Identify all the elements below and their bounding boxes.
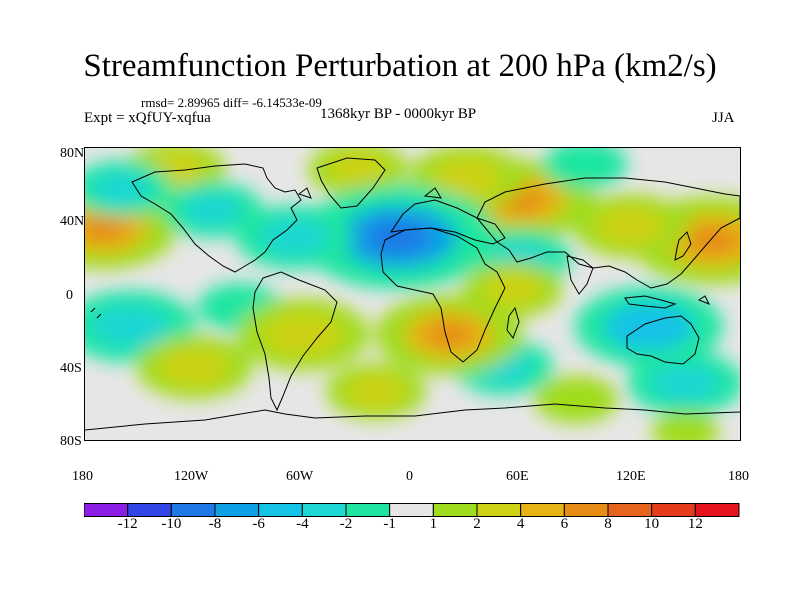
colorbar-label-5: -2 — [339, 516, 353, 532]
colorbar-box-5 — [301, 503, 347, 517]
colorbar-box-9 — [476, 503, 522, 517]
x-tick-120e: 120E — [616, 469, 646, 484]
colorbar-label-6: -1 — [383, 516, 396, 532]
colorbar-label-10: 6 — [560, 516, 569, 532]
anomaly-inner-8 — [259, 218, 330, 257]
anomaly-inner-2 — [596, 206, 666, 246]
anomaly-inner-10 — [182, 192, 243, 227]
colorbar-box-8 — [432, 503, 478, 517]
colorbar-box-3 — [214, 503, 260, 517]
colorbar — [84, 503, 740, 517]
colorbar-label-8: 2 — [473, 516, 481, 532]
colorbar-box-2 — [170, 503, 216, 517]
colorbar-box-7 — [389, 503, 434, 517]
y-tick-40n: 40N — [60, 214, 85, 229]
coastline-greenland — [316, 157, 386, 209]
chart-title: Streamfunction Perturbation at 200 hPa (… — [83, 48, 717, 84]
colorbar-label-12: 10 — [644, 516, 660, 532]
experiment-label: Expt = xQfUY-xqfua — [84, 110, 211, 126]
colorbar-label-0: -12 — [117, 516, 138, 532]
anomaly-inner-22 — [346, 374, 407, 409]
period-label: 1368kyr BP - 0000kyr BP — [320, 106, 477, 122]
x-tick-60w: 60W — [286, 469, 314, 484]
colorbar-box-0 — [84, 503, 129, 517]
anomaly-core-19 — [425, 321, 473, 348]
coastlines — [85, 157, 740, 431]
anomaly-core-1 — [686, 226, 739, 255]
coastline-south-america — [252, 271, 338, 412]
x-tick-60e: 60E — [506, 469, 529, 484]
colorbar-label-13: 12 — [687, 516, 703, 532]
anomaly-inner-16 — [650, 364, 721, 403]
coastline-india — [566, 255, 594, 295]
colorbar-label-7: 1 — [429, 516, 438, 532]
colorbar-label-3: -6 — [252, 516, 265, 532]
map-panel — [84, 147, 741, 441]
y-tick-80n: 80N — [60, 146, 85, 161]
anomaly-inner-21 — [159, 347, 229, 387]
anomaly-inner-4 — [432, 158, 502, 197]
anomaly-inner-18 — [263, 312, 343, 357]
anomaly-inner-5 — [327, 152, 388, 186]
anomaly-outer-24 — [651, 411, 720, 440]
coastline-europe — [389, 199, 506, 245]
coastline-japan — [674, 231, 692, 261]
x-tick-0: 0 — [406, 469, 413, 484]
anomaly-inner-13 — [90, 304, 171, 349]
coastline-islands — [90, 187, 711, 319]
y-tick-80s: 80S — [60, 434, 82, 449]
colorbar-label-4: -4 — [296, 516, 309, 532]
anomaly-outer-23 — [534, 375, 619, 424]
colorbar-box-12 — [607, 503, 653, 517]
y-tick-0: 0 — [66, 288, 73, 303]
x-tick-180w: 180 — [72, 469, 93, 484]
field-layer — [85, 148, 740, 440]
coastline-asia — [476, 177, 740, 289]
colorbar-label-9: 4 — [516, 516, 525, 532]
colorbar-box-14 — [694, 503, 740, 517]
anomaly-inner-20 — [482, 272, 543, 306]
map-canvas — [85, 148, 740, 440]
coastline-madagascar — [506, 306, 520, 340]
anomaly-inner-11 — [91, 171, 152, 206]
season-label: JJA — [712, 110, 735, 126]
colorbar-box-1 — [127, 503, 172, 517]
coastline-africa — [380, 227, 506, 363]
colorbar-box-10 — [520, 503, 565, 517]
colorbar-label-2: -8 — [208, 516, 222, 532]
colorbar-box-4 — [258, 503, 303, 517]
colorbar-box-6 — [345, 503, 391, 517]
x-tick-120w: 120W — [174, 469, 209, 484]
coastline-north-america — [131, 163, 302, 273]
anomaly-core-15 — [625, 313, 673, 340]
coastline-australia — [626, 315, 700, 365]
colorbar-box-13 — [651, 503, 696, 517]
coastline-indonesia — [624, 295, 677, 309]
y-tick-40s: 40S — [60, 361, 82, 376]
anomaly-core-0 — [85, 216, 127, 242]
anomaly-core-7 — [366, 220, 430, 254]
stats-text: rmsd= 2.89965 diff= -6.14533e-09 — [141, 95, 322, 110]
colorbar-label-1: -10 — [161, 516, 182, 532]
x-tick-180e: 180 — [728, 469, 749, 484]
colorbar-box-11 — [563, 503, 609, 517]
coastline-antarctica — [85, 403, 740, 431]
colorbar-label-11: 8 — [604, 516, 612, 532]
